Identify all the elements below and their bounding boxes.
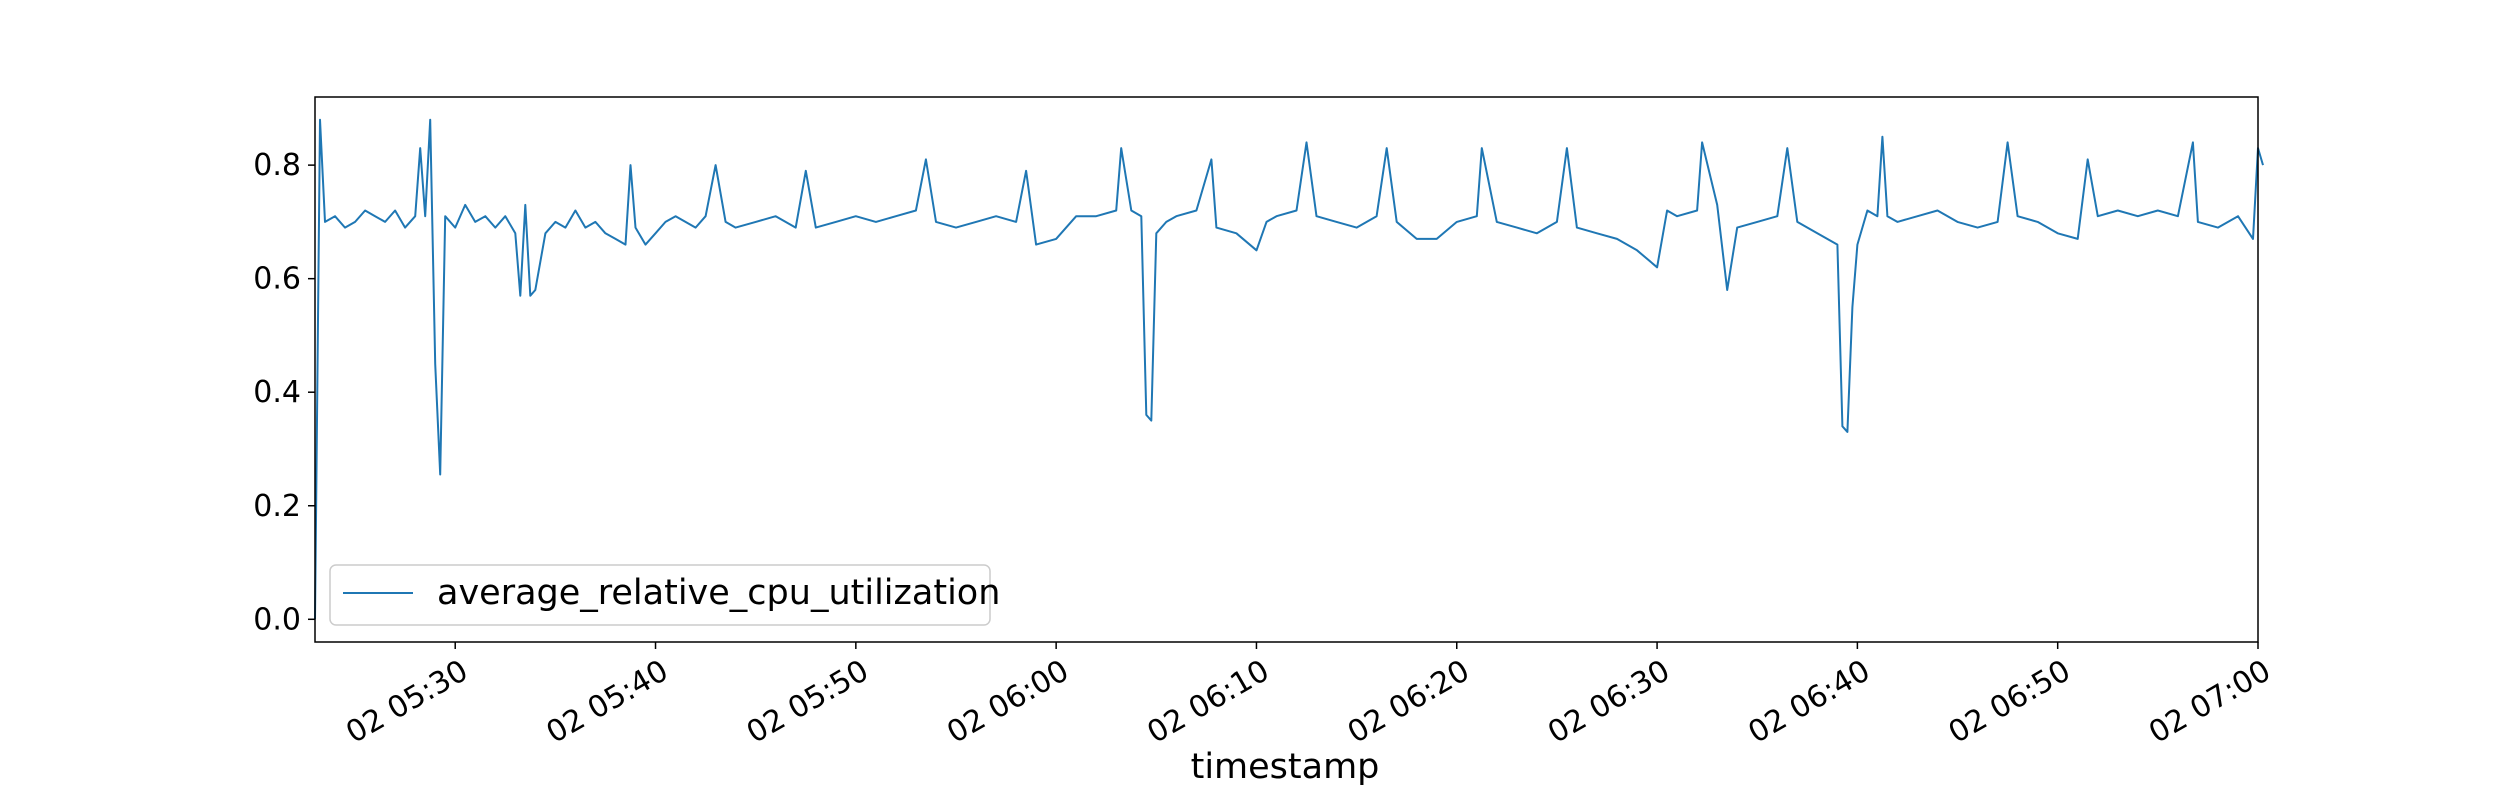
x-tick-label: 02 05:40 [541,653,675,750]
y-tick-label: 0.6 [253,262,301,297]
series-line-average-relative-cpu-utilization [314,118,2264,620]
x-axis-title: timestamp [1191,747,1380,787]
y-tick-label: 0.0 [253,602,301,637]
x-tick-label: 02 05:30 [340,653,474,750]
x-tick-label: 02 06:40 [1742,653,1876,750]
x-tick-label: 02 06:30 [1542,653,1676,750]
plot-area [314,96,2264,643]
x-tick-label: 02 06:00 [941,653,1075,750]
legend-label: average_relative_cpu_utilization [437,573,1000,613]
legend: average_relative_cpu_utilization [329,564,1000,626]
legend-box [329,564,991,626]
y-axis: 0.0 0.2 0.4 0.6 0.8 [253,148,315,637]
y-tick-label: 0.8 [253,148,301,183]
y-tick-label: 0.4 [253,375,301,410]
x-tick-label: 02 05:50 [741,653,875,750]
x-axis: 02 05:30 02 05:40 02 05:50 02 06:00 02 06:10… [340,642,2277,751]
x-tick-label: 02 06:50 [1943,653,2077,750]
x-tick-label: 02 07:00 [2143,653,2277,750]
x-tick-label: 02 06:20 [1342,653,1476,750]
plot-frame [314,96,2259,643]
y-tick-label: 0.2 [253,489,301,524]
x-tick-label: 02 06:10 [1142,653,1276,750]
